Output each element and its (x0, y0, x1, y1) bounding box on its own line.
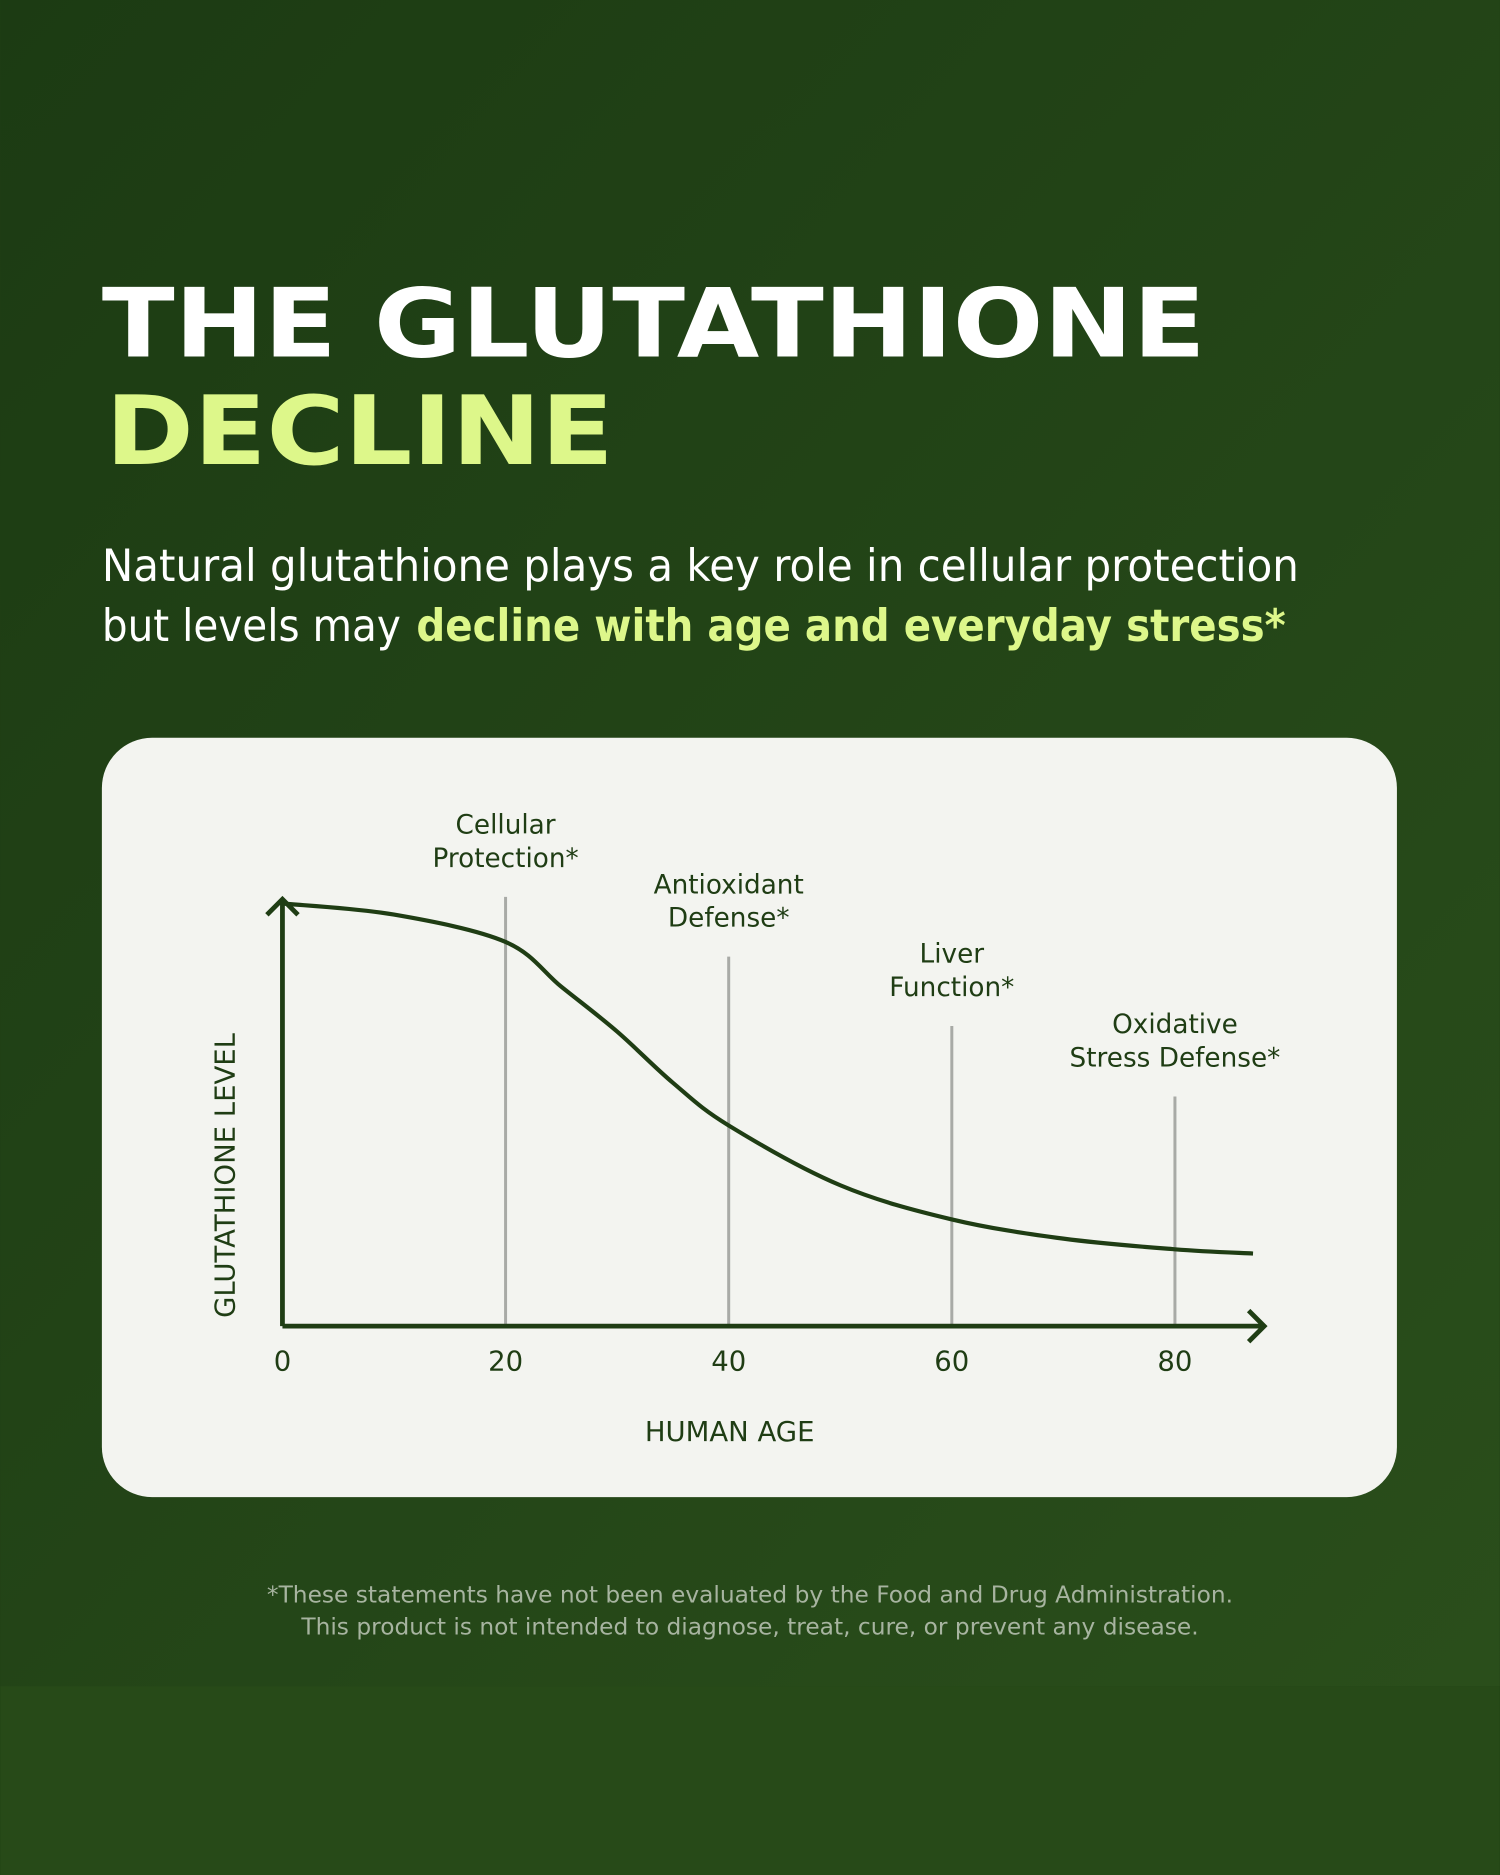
chart-card (101, 737, 1397, 1498)
y-axis (265, 895, 300, 1327)
x-tick-label: 60 (934, 1345, 969, 1377)
title-highlight: DECLINE (105, 375, 613, 487)
title: THE GLUTATHIONE (102, 267, 1206, 379)
y-axis-label: GLUTATHIONE LEVEL (210, 1032, 242, 1318)
x-tick-label: 0 (274, 1345, 292, 1377)
subtitle: Natural glutathione plays a key role in … (102, 541, 1299, 592)
annotation-label: Liver (920, 940, 985, 970)
annotation-label: Cellular (456, 810, 556, 840)
x-axis (282, 1308, 1268, 1344)
bottom-strip (0, 1686, 1500, 1875)
annotation-label: Defense* (668, 904, 790, 934)
footnote: *These statements have not been evaluate… (267, 1581, 1233, 1608)
annotation-label: Protection* (432, 844, 578, 874)
x-tick-label: 20 (488, 1345, 523, 1377)
annotation-label: Antioxidant (654, 870, 804, 900)
annotation-label: Function* (889, 973, 1014, 1003)
x-tick-label: 80 (1157, 1345, 1192, 1377)
annotation-label: Stress Defense* (1070, 1044, 1281, 1074)
chart: Cellular Protection* Antioxidant Defense* Li… (210, 810, 1281, 1447)
footnote: This product is not intended to diagnose… (300, 1614, 1198, 1641)
annotation-label: Oxidative (1112, 1010, 1238, 1040)
x-tick-label: 40 (711, 1345, 746, 1377)
subtitle: but levels may (102, 601, 401, 652)
decline-curve (282, 901, 1254, 1256)
x-axis-label: HUMAN AGE (645, 1416, 815, 1448)
subtitle-highlight: decline with age and everyday stress* (416, 601, 1285, 652)
